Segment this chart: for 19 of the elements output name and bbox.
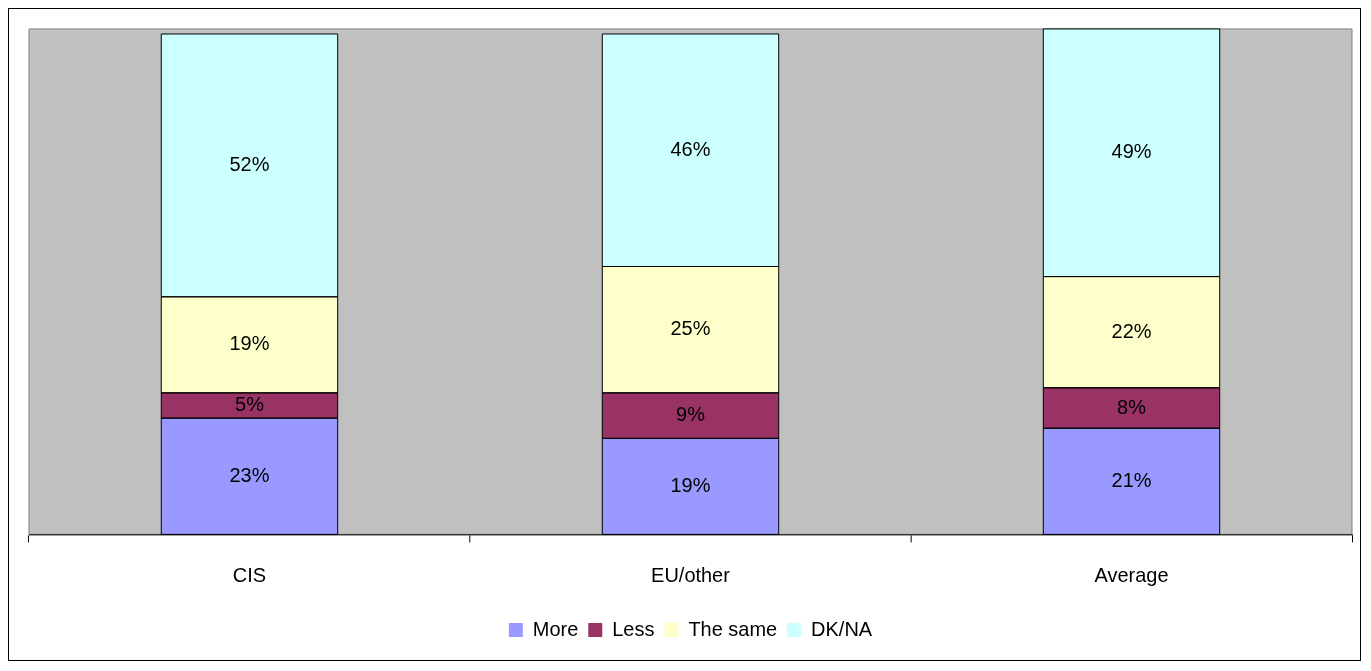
x-tick-label: EU/other (651, 563, 731, 586)
data-label: 49% (1111, 140, 1152, 163)
data-label: 52% (229, 152, 270, 175)
data-label: 23% (229, 463, 270, 486)
data-label: 8% (1117, 395, 1147, 418)
x-tick-label: CIS (232, 563, 267, 586)
data-label: 9% (676, 403, 706, 426)
legend-label: DK/NA (811, 617, 873, 640)
legend-label: More (532, 617, 579, 640)
data-label: 25% (670, 317, 711, 340)
data-label: 19% (229, 332, 270, 355)
legend-label: The same (688, 617, 778, 640)
x-tick-label: Average (1094, 563, 1169, 586)
data-label: 21% (1111, 468, 1152, 491)
legend-label: Less (612, 617, 655, 640)
data-label: 19% (670, 473, 711, 496)
data-label: 46% (670, 137, 711, 160)
data-label: 5% (235, 393, 265, 415)
data-label: 22% (1111, 319, 1152, 342)
